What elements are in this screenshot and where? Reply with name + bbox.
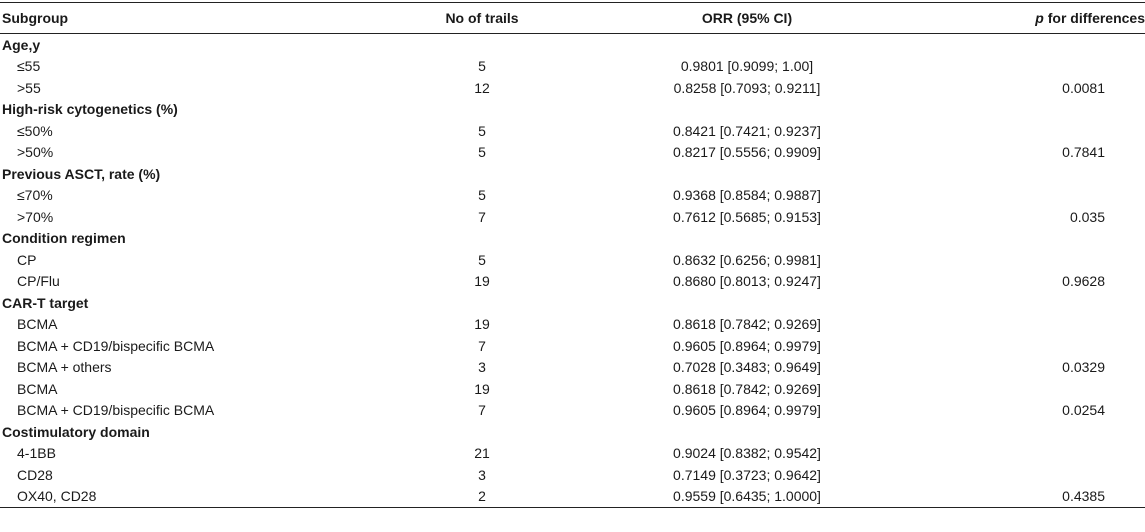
- p-value-cell: 0.035: [1069, 208, 1105, 225]
- group-header-row: Previous ASCT, rate (%): [0, 163, 1145, 185]
- subgroup-cell: ≤55: [17, 58, 41, 75]
- trials-cell: 5: [478, 58, 486, 75]
- subgroup-cell: BCMA: [17, 380, 58, 397]
- orr-cell: 0.8680 [0.8013; 0.9247]: [673, 273, 821, 290]
- table-body: Age,y ≤55 5 0.9801 [0.9099; 1.00] >55 12 0.825…: [0, 34, 1145, 507]
- group-header-row: Costimulatory domain: [0, 421, 1145, 443]
- subgroup-cell: OX40, CD28: [17, 488, 97, 505]
- group-header-row: Condition regimen: [0, 228, 1145, 250]
- table-row: OX40, CD28 2 0.9559 [0.6435; 1.0000] 0.4385: [0, 486, 1145, 508]
- trials-cell: 21: [474, 445, 490, 462]
- table-bottom-rule: [0, 507, 1145, 508]
- subgroup-cell: BCMA + CD19/bispecific BCMA: [17, 337, 215, 354]
- p-value-cell: 0.7841: [1062, 144, 1105, 161]
- orr-cell: 0.8618 [0.7842; 0.9269]: [673, 380, 821, 397]
- orr-cell: 0.7149 [0.3723; 0.9642]: [673, 466, 821, 483]
- orr-cell: 0.9368 [0.8584; 0.9887]: [673, 187, 821, 204]
- subgroup-cell: CD28: [17, 466, 53, 483]
- header-trials: No of trails: [445, 10, 519, 26]
- group-title: Age,y: [2, 36, 41, 53]
- group-title: High-risk cytogenetics (%): [2, 101, 178, 118]
- subgroup-cell: 4-1BB: [17, 445, 56, 462]
- subgroup-cell: ≤50%: [17, 122, 53, 139]
- group-title: Previous ASCT, rate (%): [2, 165, 161, 182]
- table-row: >50% 5 0.8217 [0.5556; 0.9909] 0.7841: [0, 142, 1145, 164]
- trials-cell: 5: [478, 187, 486, 204]
- header-orr: ORR (95% CI): [701, 10, 793, 26]
- table-header-rule: [0, 33, 1145, 34]
- subgroup-cell: BCMA + CD19/bispecific BCMA: [17, 402, 215, 419]
- p-value-cell: 0.4385: [1062, 488, 1105, 505]
- subgroup-cell: >50%: [17, 144, 54, 161]
- table-top-rule: [0, 2, 1145, 3]
- trials-cell: 2: [478, 488, 486, 505]
- trials-cell: 7: [478, 402, 486, 419]
- trials-cell: 19: [474, 273, 490, 290]
- p-value-cell: 0.0254: [1062, 402, 1105, 419]
- orr-cell: 0.9559 [0.6435; 1.0000]: [673, 488, 821, 505]
- subgroup-cell: >55: [17, 79, 41, 96]
- trials-cell: 19: [474, 316, 490, 333]
- table-row: BCMA 19 0.8618 [0.7842; 0.9269]: [0, 314, 1145, 336]
- table-row: BCMA + others 3 0.7028 [0.3483; 0.9649] 0.0…: [0, 357, 1145, 379]
- table-row: >55 12 0.8258 [0.7093; 0.9211] 0.0081: [0, 77, 1145, 99]
- table-row: ≤55 5 0.9801 [0.9099; 1.00]: [0, 56, 1145, 78]
- orr-cell: 0.8421 [0.7421; 0.9237]: [673, 122, 821, 139]
- trials-cell: 3: [478, 466, 486, 483]
- header-p-differences: p for differences: [922, 11, 1145, 25]
- p-value-cell: 0.0081: [1062, 79, 1105, 96]
- header-p-symbol: p: [1035, 10, 1044, 26]
- table-row: BCMA + CD19/bispecific BCMA 7 0.9605 [0.89…: [0, 400, 1145, 422]
- table-header-row: Subgroup No of trails ORR (95% CI) p for…: [0, 3, 1145, 33]
- trials-cell: 3: [478, 359, 486, 376]
- p-value-cell: 0.0329: [1062, 359, 1105, 376]
- group-title: Condition regimen: [2, 230, 126, 247]
- orr-cell: 0.9605 [0.8964; 0.9979]: [673, 402, 821, 419]
- trials-cell: 5: [478, 122, 486, 139]
- trials-cell: 19: [474, 380, 490, 397]
- orr-cell: 0.8217 [0.5556; 0.9909]: [673, 144, 821, 161]
- group-header-row: High-risk cytogenetics (%): [0, 99, 1145, 121]
- orr-cell: 0.9605 [0.8964; 0.9979]: [673, 337, 821, 354]
- group-title: Costimulatory domain: [2, 423, 150, 440]
- subgroup-cell: ≤70%: [17, 187, 53, 204]
- orr-cell: 0.9024 [0.8382; 0.9542]: [673, 445, 821, 462]
- table-row: BCMA 19 0.8618 [0.7842; 0.9269]: [0, 378, 1145, 400]
- table-row: 4-1BB 21 0.9024 [0.8382; 0.9542]: [0, 443, 1145, 465]
- table-row: CD28 3 0.7149 [0.3723; 0.9642]: [0, 464, 1145, 486]
- orr-cell: 0.9801 [0.9099; 1.00]: [680, 58, 814, 75]
- orr-cell: 0.7612 [0.5685; 0.9153]: [673, 208, 821, 225]
- orr-cell: 0.8258 [0.7093; 0.9211]: [673, 79, 821, 96]
- table-row: ≤50% 5 0.8421 [0.7421; 0.9237]: [0, 120, 1145, 142]
- subgroup-cell: BCMA: [17, 316, 58, 333]
- table-row: CP/Flu 19 0.8680 [0.8013; 0.9247] 0.9628: [0, 271, 1145, 293]
- group-header-row: Age,y: [0, 34, 1145, 56]
- orr-cell: 0.8618 [0.7842; 0.9269]: [673, 316, 821, 333]
- trials-cell: 5: [478, 251, 486, 268]
- subgroup-cell: BCMA + others: [17, 359, 112, 376]
- trials-cell: 12: [474, 79, 490, 96]
- group-header-row: CAR-T target: [0, 292, 1145, 314]
- p-value-cell: 0.9628: [1062, 273, 1105, 290]
- subgroup-cell: >70%: [17, 208, 54, 225]
- group-title: CAR-T target: [2, 294, 89, 311]
- trials-cell: 5: [478, 144, 486, 161]
- table-row: CP 5 0.8632 [0.6256; 0.9981]: [0, 249, 1145, 271]
- subgroup-cell: CP: [17, 251, 37, 268]
- table-row: BCMA + CD19/bispecific BCMA 7 0.9605 [0.89…: [0, 335, 1145, 357]
- subgroup-cell: CP/Flu: [17, 273, 60, 290]
- orr-cell: 0.7028 [0.3483; 0.9649]: [673, 359, 821, 376]
- trials-cell: 7: [478, 337, 486, 354]
- table-row: >70% 7 0.7612 [0.5685; 0.9153] 0.035: [0, 206, 1145, 228]
- orr-cell: 0.8632 [0.6256; 0.9981]: [673, 251, 821, 268]
- header-p-label: for differences: [1043, 10, 1145, 26]
- trials-cell: 7: [478, 208, 486, 225]
- subgroup-table: Subgroup No of trails ORR (95% CI) p for…: [0, 2, 1145, 508]
- table-row: ≤70% 5 0.9368 [0.8584; 0.9887]: [0, 185, 1145, 207]
- header-subgroup: Subgroup: [2, 10, 69, 26]
